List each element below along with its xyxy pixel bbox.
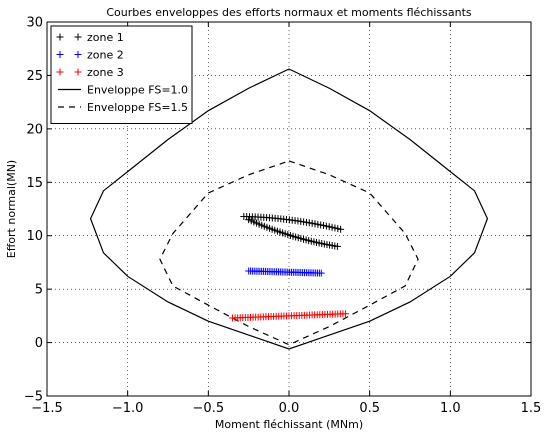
axis-ticks: −1.5 −1.0 −0.5 0.0 0.5 1.0 1.5 −5 0 5 10 15 20 25 30 xyxy=(24,16,542,417)
series-point-zone-1 xyxy=(320,221,328,229)
x-tick-label: 0.0 xyxy=(279,401,300,416)
legend-label-zone-3: zone 3 xyxy=(87,66,124,79)
y-tick-label: 15 xyxy=(26,176,43,191)
y-tick-label: 25 xyxy=(26,69,43,84)
series-point-zone-1 xyxy=(325,223,333,231)
series-point-zone-1 xyxy=(311,220,319,228)
series-point-zone-1 xyxy=(328,223,336,231)
series-point-zone-1 xyxy=(317,221,325,229)
series-point-zone-3 xyxy=(341,310,349,318)
y-axis-title: Effort normal(MN) xyxy=(5,160,18,258)
x-tick-label: 0.5 xyxy=(359,401,380,416)
y-tick-label: −5 xyxy=(24,390,43,405)
y-tick-label: 10 xyxy=(26,229,43,244)
legend-entry-enveloppe-fs-1-0: Enveloppe FS=1.0 xyxy=(58,84,188,97)
y-tick-label: 0 xyxy=(35,336,43,351)
series-point-zone-1 xyxy=(322,222,330,230)
series-point-zone-2 xyxy=(317,269,325,277)
series-point-zone-1 xyxy=(334,225,342,233)
legend: zone 1 zone 2 zone 3 Enveloppe FS=1.0 Envelo… xyxy=(50,25,193,124)
legend-label-enveloppe-fs-1-5: Enveloppe FS=1.5 xyxy=(87,101,188,114)
series-point-zone-1 xyxy=(331,224,339,232)
legend-marker-zone-1 xyxy=(56,33,64,41)
x-tick-label: 1.0 xyxy=(440,401,461,416)
legend-label-zone-1: zone 1 xyxy=(87,31,124,44)
legend-entry-enveloppe-fs-1-5: Enveloppe FS=1.5 xyxy=(58,101,188,114)
legend-marker-zone-3 xyxy=(56,68,64,76)
legend-marker-zone-2 xyxy=(74,51,82,58)
legend-label-enveloppe-fs-1-0: Enveloppe FS=1.0 xyxy=(87,84,188,97)
y-tick-label: 20 xyxy=(26,122,43,137)
x-tick-label: −0.5 xyxy=(193,401,225,416)
envelope-curves xyxy=(89,68,489,350)
x-axis-title: Moment fléchissant (MNm) xyxy=(215,418,363,431)
x-tick-label: 1.5 xyxy=(521,401,542,416)
series-line-enveloppe-fs-1-5 xyxy=(159,160,419,346)
series-point-zone-1 xyxy=(308,219,316,227)
x-tick-label: −1.0 xyxy=(112,401,144,416)
legend-marker-zone-3 xyxy=(74,68,82,76)
y-tick-label: 5 xyxy=(35,283,43,298)
legend-entry-zone-2: zone 2 xyxy=(56,49,124,62)
y-tick-label: 30 xyxy=(26,16,43,31)
legend-marker-zone-2 xyxy=(56,51,64,58)
series-line-enveloppe-fs-1-0 xyxy=(89,68,489,350)
series-point-zone-1 xyxy=(337,225,345,233)
series-point-zone-1 xyxy=(314,220,322,228)
x-tick-label: −1.5 xyxy=(31,401,63,416)
zone-markers xyxy=(229,212,349,322)
series-point-zone-1 xyxy=(333,242,341,250)
legend-label-zone-2: zone 2 xyxy=(87,49,124,62)
legend-marker-zone-1 xyxy=(74,33,82,41)
legend-entry-zone-3: zone 3 xyxy=(56,66,124,79)
chart-title: Courbes enveloppes des efforts normaux e… xyxy=(106,6,472,19)
legend-entry-zone-1: zone 1 xyxy=(56,31,124,44)
